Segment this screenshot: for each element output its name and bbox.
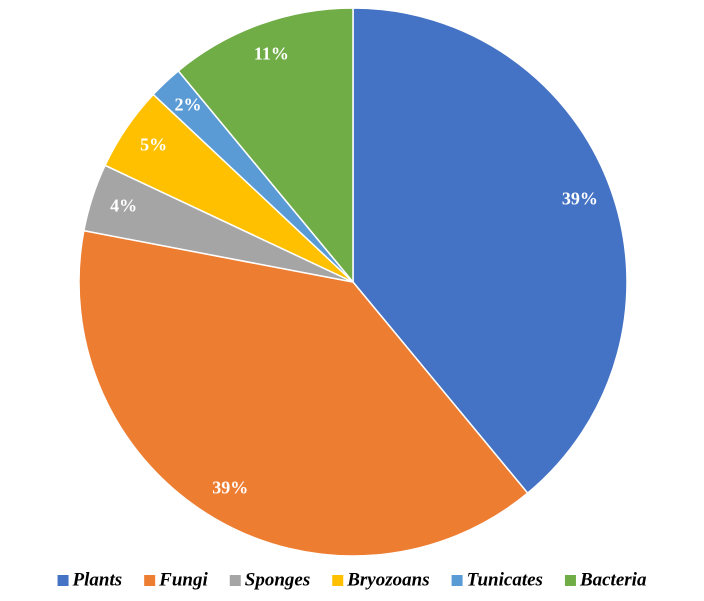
value-label: 2% — [174, 94, 201, 114]
value-label: 39% — [562, 188, 598, 208]
value-label: 39% — [212, 478, 248, 498]
legend-swatch — [332, 575, 344, 586]
legend-swatch — [144, 575, 156, 586]
pie-slice — [352, 7, 628, 495]
legend-label: Sponges — [245, 569, 310, 590]
legend-label: Bacteria — [579, 569, 647, 590]
pie-slice — [177, 7, 354, 285]
legend-label: Plants — [72, 569, 123, 590]
value-label: 5% — [140, 135, 167, 155]
legend-swatch — [229, 575, 241, 586]
legend-label: Bryozoans — [346, 569, 429, 590]
legend-label: Tunicates — [467, 569, 543, 590]
pie-slice — [78, 229, 529, 557]
value-label: 11% — [254, 43, 289, 63]
value-label: 4% — [110, 196, 137, 216]
legend-swatch — [564, 575, 576, 586]
legend-label: Fungi — [158, 569, 208, 590]
legend-swatch — [451, 575, 463, 586]
legend-swatch — [57, 575, 69, 586]
